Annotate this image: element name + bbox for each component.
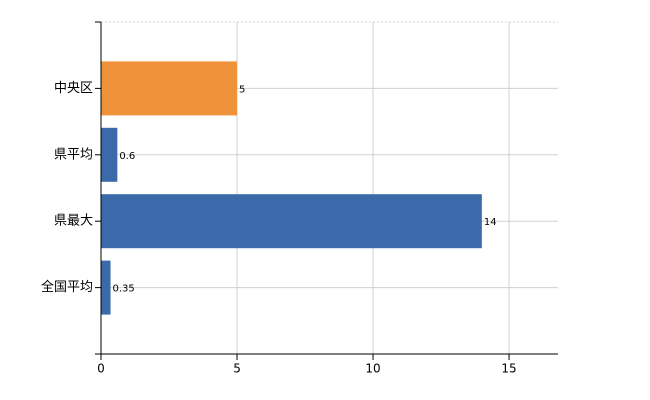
x-tick-label: 5 [233, 362, 241, 376]
x-tick-label: 10 [365, 362, 380, 376]
x-tick-label: 0 [97, 362, 105, 376]
y-tick-label: 県最大 [54, 214, 93, 229]
value-label: 0.35 [113, 284, 135, 295]
bar [101, 61, 238, 116]
y-tick-label: 中央区 [54, 81, 93, 96]
bar [101, 260, 111, 315]
value-label: 0.6 [119, 151, 135, 162]
y-tick-label: 県平均 [54, 147, 93, 162]
x-tick-label: 15 [501, 362, 516, 376]
bar [101, 127, 118, 182]
value-label: 14 [484, 217, 497, 228]
value-label: 5 [239, 84, 245, 95]
y-tick-label: 全国平均 [41, 279, 93, 295]
bar [101, 194, 482, 249]
